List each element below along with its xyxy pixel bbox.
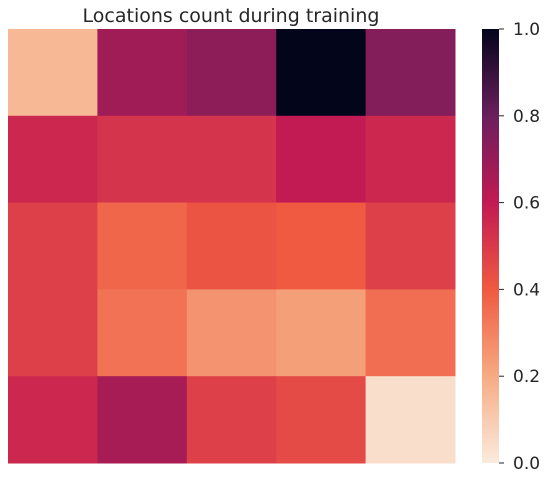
colorbar-tick-label-3: 0.6: [513, 194, 540, 214]
heatmap-cell-r3-c4: [365, 289, 456, 377]
heatmap-cell-r2-c4: [365, 202, 456, 290]
colorbar-tick-label-2: 0.4: [513, 280, 540, 300]
heatmap-cell-r4-c4: [365, 376, 456, 464]
heatmap-cell-r0-c4: [365, 29, 456, 117]
heatmap-cell-r0-c2: [186, 29, 277, 117]
heatmap-cell-r1-c3: [276, 115, 367, 204]
colorbar-tick-label-4: 0.8: [513, 107, 540, 127]
heatmap-cell-r0-c1: [97, 29, 188, 117]
colorbar-gradient: [482, 29, 499, 463]
heatmap-cell-r1-c4: [365, 115, 456, 204]
heatmap-cell-r1-c1: [97, 115, 188, 204]
heatmap-cell-r2-c0: [8, 202, 98, 290]
colorbar-tick-label-0: 0.0: [513, 454, 540, 474]
heatmap-cell-r4-c2: [186, 376, 277, 464]
heatmap-cell-r1-c2: [186, 115, 277, 204]
heatmap-cell-r4-c0: [8, 376, 98, 464]
heatmap-cell-r2-c1: [97, 202, 188, 290]
heatmap-cell-r2-c2: [186, 202, 277, 290]
heatmap-cell-r3-c1: [97, 289, 188, 377]
heatmap-cell-r4-c3: [276, 376, 367, 464]
heatmap-cell-r1-c0: [8, 115, 98, 204]
heatmap-cell-r3-c2: [186, 289, 277, 377]
heatmap-cell-r4-c1: [97, 376, 188, 464]
heatmap-grid: [8, 29, 456, 464]
chart-title: Locations count during training: [83, 5, 380, 27]
heatmap-cell-r3-c3: [276, 289, 367, 377]
colorbar-tick-label-1: 0.2: [513, 367, 540, 387]
colorbar-ticks: 0.0 0.2 0.4 0.6 0.8 1.0: [499, 20, 540, 474]
heatmap-cell-r0-c3: [276, 29, 367, 117]
heatmap-cell-r0-c0: [8, 29, 98, 117]
heatmap-cell-r2-c3: [276, 202, 367, 290]
colorbar-tick-label-5: 1.0: [513, 20, 540, 40]
colorbar: 0.0 0.2 0.4 0.6 0.8 1.0: [482, 20, 540, 474]
heatmap-cell-r3-c0: [8, 289, 98, 377]
